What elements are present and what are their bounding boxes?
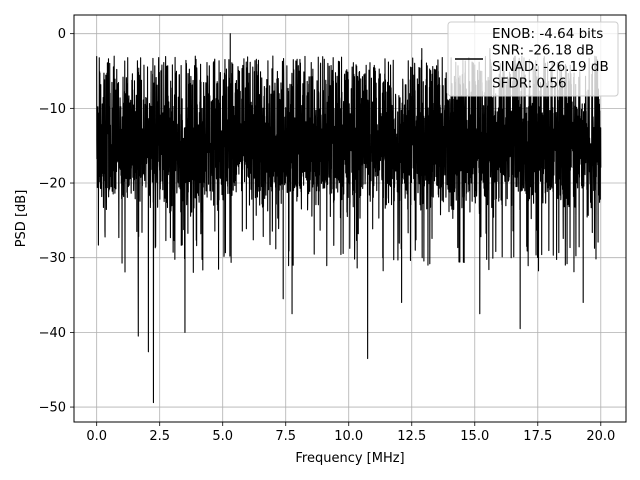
plot-frame — [73, 14, 627, 423]
legend-entry-sfdr: SFDR: 0.56 — [492, 76, 567, 92]
y-axis-label: PSD [dB] — [14, 190, 29, 248]
x-tick-label: 7.5 — [275, 429, 296, 444]
psd-series-line — [96, 33, 602, 404]
legend-entry-snr: SNR: -26.18 dB — [492, 43, 594, 59]
x-tick-label: 12.5 — [397, 429, 426, 444]
x-axis-ticks: 0.0 2.5 5.0 7.5 10.0 12.5 15.0 17.5 20.0 — [86, 422, 615, 444]
x-tick-label: 15.0 — [460, 429, 489, 444]
y-axis-ticks: 0 −10 −20 −30 −40 −50 — [39, 27, 74, 416]
y-tick-label: −30 — [39, 251, 66, 266]
y-tick-label: −50 — [39, 401, 66, 416]
legend-box — [447, 21, 619, 97]
x-tick-label: 10.0 — [334, 429, 363, 444]
x-tick-label: 5.0 — [212, 429, 233, 444]
x-tick-label: 0.0 — [86, 429, 107, 444]
y-tick-label: 0 — [58, 27, 66, 42]
legend: ENOB: -4.64 bits SNR: -26.18 dB SINAD: -… — [447, 21, 619, 97]
y-tick-label: −20 — [39, 177, 66, 192]
legend-entry-enob: ENOB: -4.64 bits — [492, 26, 603, 42]
y-tick-label: −10 — [39, 102, 66, 117]
legend-entry-sinad: SINAD: -26.19 dB — [492, 59, 609, 75]
x-tick-label: 20.0 — [586, 429, 615, 444]
y-tick-label: −40 — [39, 326, 66, 341]
series-layer — [96, 33, 602, 404]
x-tick-label: 17.5 — [523, 429, 552, 444]
x-tick-label: 2.5 — [149, 429, 170, 444]
x-axis-label: Frequency [MHz] — [295, 451, 404, 466]
